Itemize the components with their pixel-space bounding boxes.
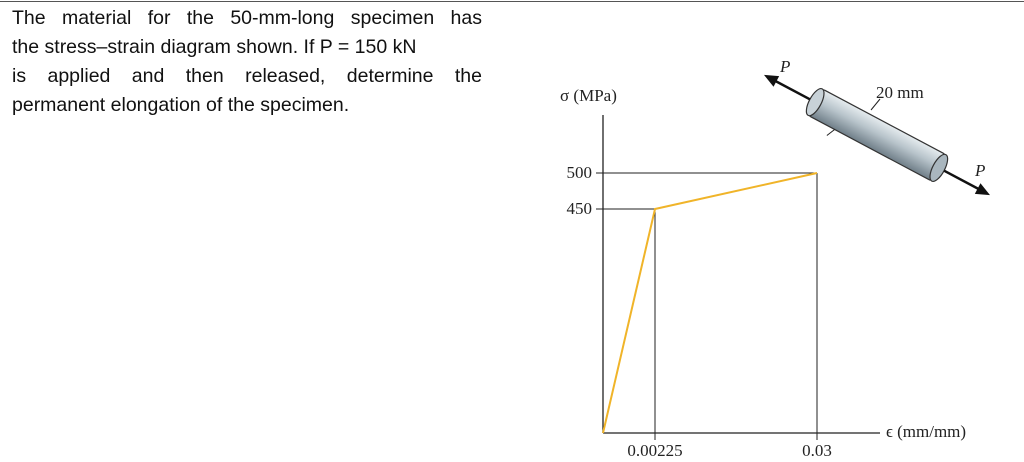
specimen — [763, 74, 991, 196]
question-line: the stress–strain diagram shown. If P = … — [12, 36, 417, 58]
question-line: is applied and then released, determine … — [12, 65, 482, 87]
y-axis-label: σ (MPa) — [560, 86, 617, 105]
question-line: The material for the 50-mm-long specimen… — [12, 7, 482, 29]
y-tick-label: 500 — [567, 163, 593, 182]
force-label: P — [974, 161, 985, 180]
x-axis-label: ϵ (mm/mm) — [886, 422, 966, 441]
question-line: permanent elongation of the specimen. — [12, 94, 350, 116]
leader-line — [870, 98, 881, 111]
force-label: P — [779, 57, 790, 76]
diameter-label: 20 mm — [876, 83, 924, 102]
x-tick-label: 0.00225 — [627, 441, 682, 460]
x-tick-label: 0.03 — [802, 441, 832, 460]
y-tick-label: 450 — [567, 199, 593, 218]
stress-strain-curve — [602, 172, 818, 434]
question: The material for the 50-mm-long specimen… — [12, 4, 482, 120]
top-rule — [0, 1, 1024, 2]
